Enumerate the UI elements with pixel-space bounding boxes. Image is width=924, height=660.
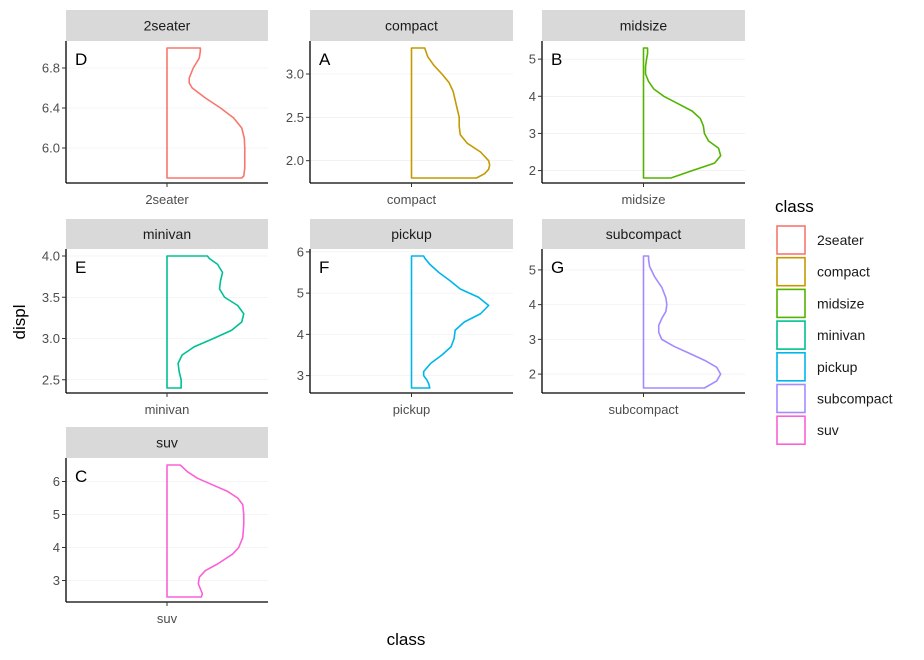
x-tick-label: 2seater [145,192,189,207]
y-tick-label: 2.5 [42,372,60,387]
panel-minivan: minivan 2.5 3.0 3.5 4.0 minivan E [42,219,268,417]
y-tick-label: 2.5 [286,110,304,125]
y-tick-label: 2.0 [286,153,304,168]
panel-pickup: pickup 3 4 5 6 pickup F [297,219,513,417]
x-tick-label: minivan [145,402,190,417]
legend-key [776,256,806,287]
legend-key [776,351,806,382]
violin-pickup [410,255,490,389]
panel-compact: compact 2.0 2.5 3.0 compact A [286,10,513,207]
y-tick-label: 3 [53,573,60,588]
y-tick-label: 5 [529,52,536,67]
panel-tag-label: E [75,258,86,277]
strip-background [542,219,745,249]
y-axis-title: displ [10,305,29,340]
y-tick-label: 4 [529,297,536,312]
y-tick-label: 6 [53,474,60,489]
panel-midsize: midsize 2 3 4 5 midsize B [529,10,745,207]
legend-item-2seater: 2seater [776,225,864,255]
y-tick-label: 5 [297,286,304,301]
strip-label: minivan [143,226,191,242]
y-tick-label: 3.0 [286,67,304,82]
panel-tag-label: G [551,258,564,277]
legend-item-midsize: midsize [776,288,865,319]
violin-2seater [166,47,246,179]
violin-midsize [642,47,722,179]
y-tick-label: 6.0 [42,141,60,156]
legend-label: minivan [817,327,865,343]
x-axis-title: class [387,630,426,649]
legend-key [776,415,806,446]
strip-label: 2seater [144,18,191,34]
y-tick-label: 3 [529,126,536,141]
y-tick-label: 6.8 [42,61,60,76]
violin-suv [166,464,245,598]
y-tick-label: 4 [529,89,536,104]
strip-background [66,427,268,458]
y-tick-label: 4.0 [42,249,60,264]
panel-tag-label: C [75,467,87,486]
x-tick-label: subcompact [608,402,678,417]
panel-tag-label: B [551,50,562,69]
panel-tag-label: F [319,258,329,277]
legend-key [776,383,806,414]
strip-background [66,219,268,249]
violin-subcompact [642,255,722,389]
y-tick-label: 4 [53,540,60,555]
legend-key [776,320,806,350]
legend-title: class [775,197,814,216]
legend-label: pickup [817,359,858,375]
y-tick-label: 3 [297,368,304,383]
y-tick-label: 6.4 [42,101,60,116]
panel-tag-label: A [319,50,331,69]
violin-compact [410,47,491,179]
strip-background [310,219,513,249]
strip-label: midsize [620,18,668,34]
y-tick-label: 3 [529,332,536,347]
y-tick-label: 6 [297,244,304,259]
legend-label: 2seater [817,232,864,248]
legend-item-compact: compact [776,256,870,287]
y-tick-label: 5 [529,262,536,277]
legend-label: subcompact [817,391,893,407]
strip-background [542,10,745,41]
strip-background [66,10,268,41]
panel-suv: suv 3 4 5 6 suv C [53,427,268,626]
legend-label: suv [817,422,839,438]
y-tick-label: 2 [529,163,536,178]
x-tick-label: suv [157,611,178,626]
x-tick-label: compact [387,192,437,207]
y-tick-label: 4 [297,327,304,342]
legend-item-pickup: pickup [776,351,858,382]
strip-label: pickup [391,226,432,242]
legend-key [776,225,806,255]
y-tick-label: 3.0 [42,331,60,346]
panel-tag-label: D [75,50,87,69]
legend-item-suv: suv [776,415,839,446]
x-tick-label: pickup [393,402,431,417]
legend-item-minivan: minivan [776,320,865,350]
strip-label: compact [385,18,438,34]
panel-2seater: 2seater 6.0 6.4 6.8 2seater D [42,10,268,207]
panel-subcompact: subcompact 2 3 4 5 subcompact G [529,219,745,417]
y-tick-label: 3.5 [42,290,60,305]
x-tick-label: midsize [621,192,665,207]
strip-background [310,10,513,41]
y-tick-label: 5 [53,507,60,522]
strip-label: subcompact [606,226,682,242]
legend-item-subcompact: subcompact [776,383,893,414]
y-tick-label: 2 [529,367,536,382]
strip-label: suv [156,435,178,451]
legend-key [776,288,806,319]
legend-label: compact [817,264,870,280]
legend-label: midsize [817,295,865,311]
violin-minivan [166,255,245,389]
